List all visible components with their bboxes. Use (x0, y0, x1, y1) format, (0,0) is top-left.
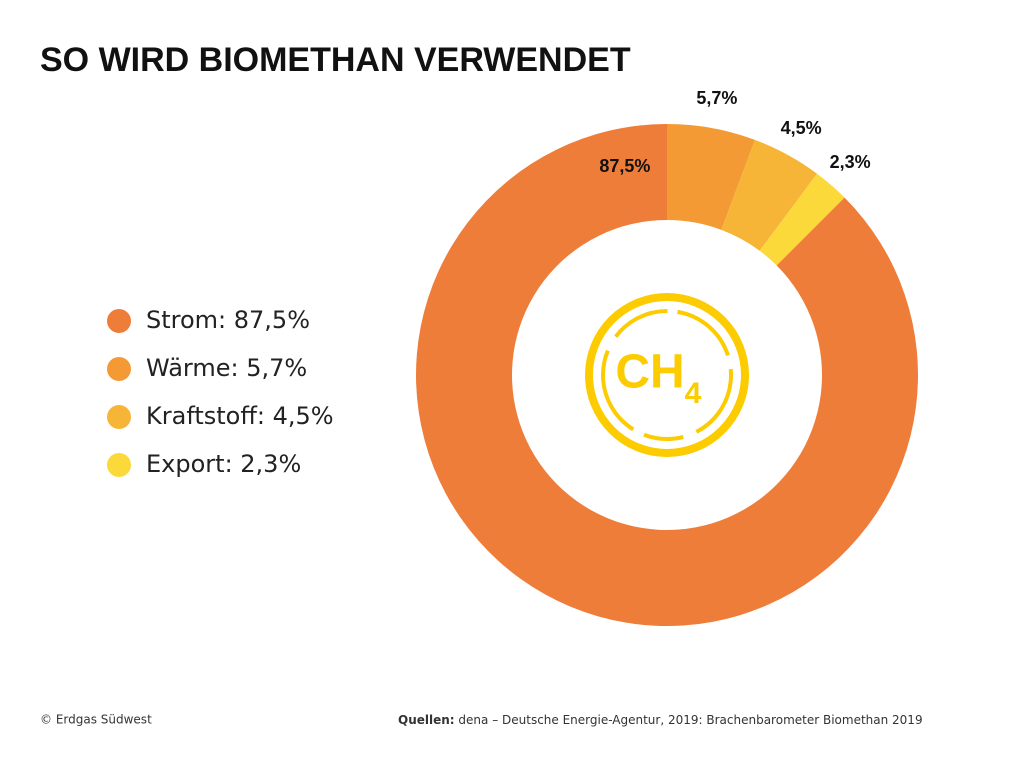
donut-slice (416, 124, 919, 626)
value-label: 87,5% (599, 156, 650, 176)
legend-marker (107, 405, 131, 429)
legend-label: Export: 2,3% (146, 450, 301, 478)
donut-slice (721, 139, 818, 251)
legend-label: Strom: 87,5% (146, 306, 310, 334)
icon-inner-ring (601, 309, 733, 441)
source-text: dena – Deutsche Energie-Agentur, 2019: B… (458, 713, 922, 727)
icon-ring (585, 293, 749, 457)
legend-label: Wärme: 5,7% (146, 354, 307, 382)
donut-slice (759, 173, 845, 266)
icon-label: CH (615, 346, 684, 399)
copyright: © Erdgas Südwest (40, 713, 152, 727)
value-label: 4,5% (781, 118, 822, 138)
chart-title: SO WIRD BIOMETHAN VERWENDET (40, 41, 631, 79)
legend-marker (107, 357, 131, 381)
legend-marker (107, 453, 131, 477)
donut-slice (667, 124, 755, 230)
source-label: Quellen: (398, 713, 455, 727)
source: Quellen: dena – Deutsche Energie-Agentur… (398, 713, 923, 727)
legend-marker (107, 309, 131, 333)
legend-label: Kraftstoff: 4,5% (146, 402, 334, 430)
value-label: 5,7% (696, 88, 737, 108)
icon-subscript: 4 (685, 377, 702, 410)
center-icon: CH 4 (585, 293, 749, 457)
value-label: 2,3% (830, 152, 871, 172)
